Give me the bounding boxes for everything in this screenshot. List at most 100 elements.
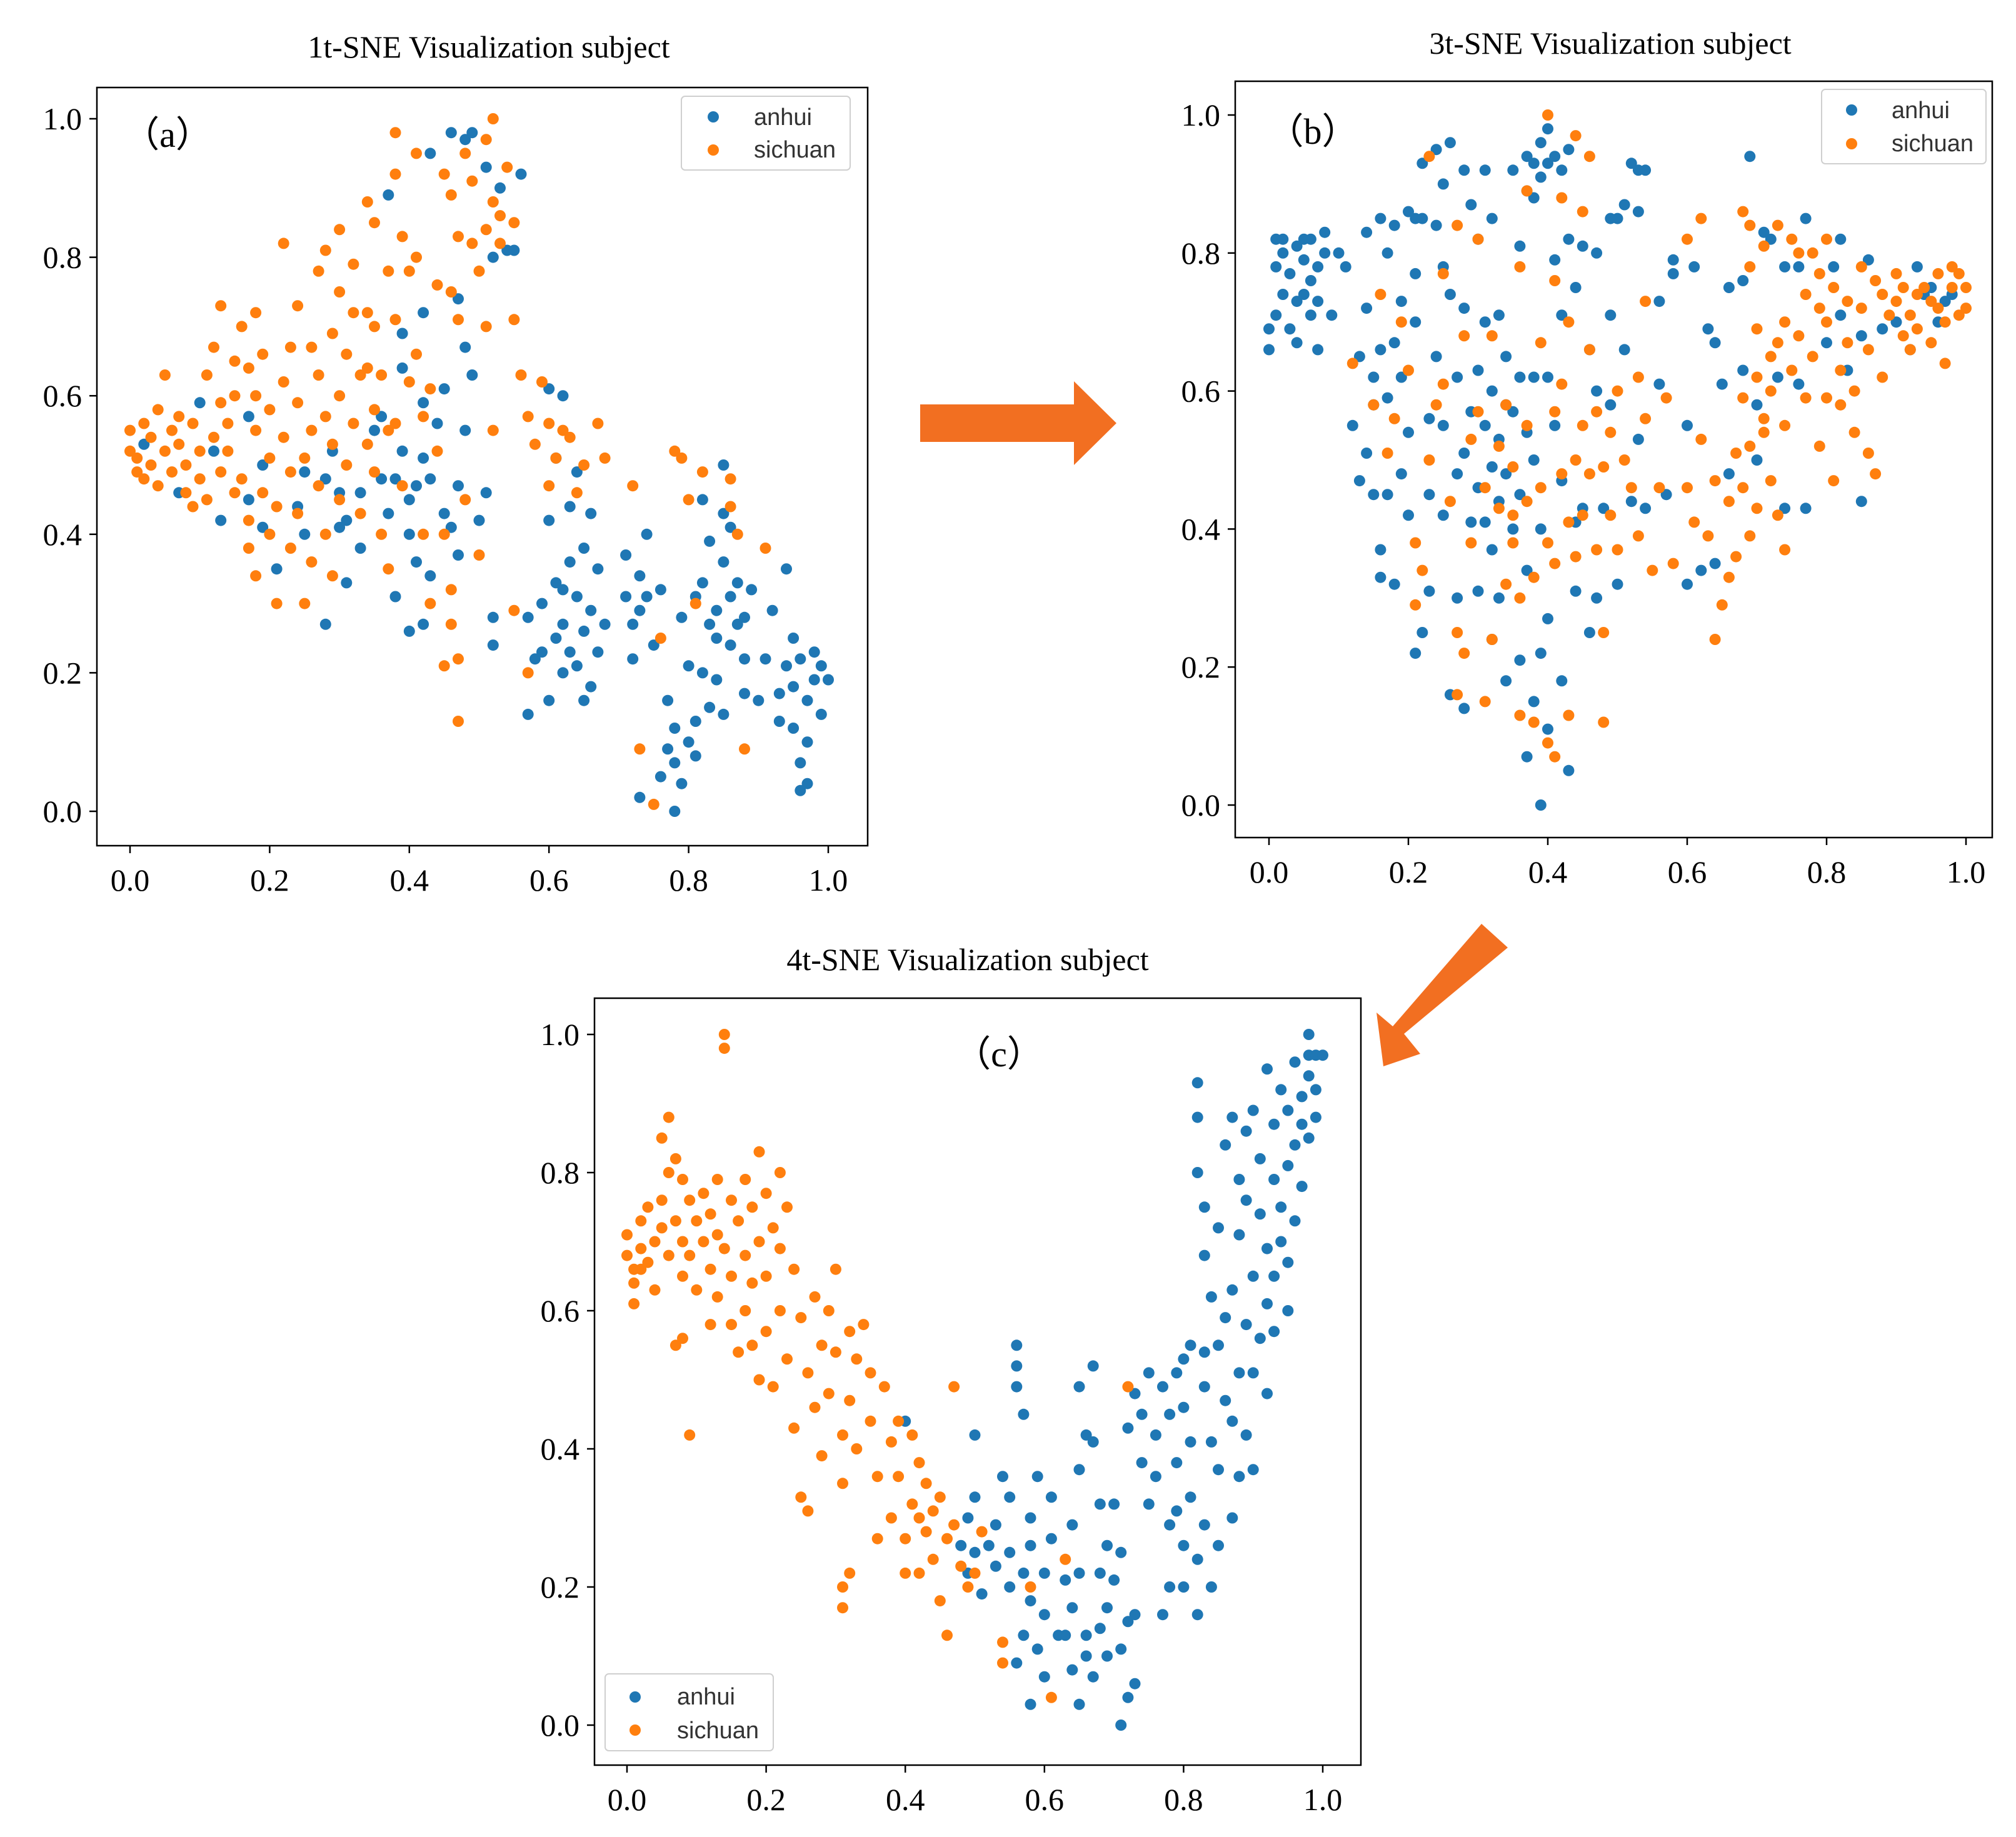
panel-b-point-anhui bbox=[1779, 503, 1791, 514]
panel-a-legend-label-sichuan: sichuan bbox=[754, 137, 836, 163]
panel-a-title: 1t-SNE Visualization subject bbox=[308, 29, 669, 64]
panel-a-point-anhui bbox=[620, 591, 632, 603]
panel-a-point-anhui bbox=[445, 127, 457, 139]
panel-a-point-anhui bbox=[773, 716, 785, 727]
panel-a-point-sichuan bbox=[319, 411, 331, 423]
panel-c-point-anhui bbox=[1122, 1422, 1134, 1434]
panel-b-point-anhui bbox=[1640, 503, 1652, 514]
panel-b-point-anhui bbox=[1361, 303, 1373, 314]
panel-a-point-sichuan bbox=[445, 286, 457, 298]
panel-c-point-anhui bbox=[1247, 1104, 1259, 1116]
panel-b-point-sichuan bbox=[1542, 537, 1553, 549]
panel-a-point-sichuan bbox=[508, 604, 520, 616]
panel-b-point-sichuan bbox=[1647, 564, 1658, 576]
panel-a-ytick-label: 0.6 bbox=[43, 378, 83, 413]
panel-c-point-sichuan bbox=[718, 1029, 730, 1040]
panel-a-legend-label-anhui: anhui bbox=[754, 104, 812, 131]
panel-b-point-sichuan bbox=[1521, 185, 1533, 197]
panel-a-point-anhui bbox=[403, 528, 415, 540]
panel-b-point-sichuan bbox=[1472, 233, 1484, 245]
panel-b-point-sichuan bbox=[1877, 371, 1888, 383]
panel-b-point-anhui bbox=[1542, 158, 1553, 169]
panel-c-point-anhui bbox=[1198, 1201, 1210, 1213]
panel-b-point-sichuan bbox=[1388, 413, 1400, 424]
panel-b-point-sichuan bbox=[1556, 468, 1568, 480]
panel-b-point-anhui bbox=[1612, 578, 1623, 590]
panel-b-point-sichuan bbox=[1535, 337, 1547, 349]
panel-b-point-anhui bbox=[1403, 426, 1414, 438]
panel-b-point-anhui bbox=[1465, 516, 1477, 528]
panel-b-point-sichuan bbox=[1842, 296, 1853, 308]
panel-b-point-sichuan bbox=[1897, 282, 1909, 293]
panel-c-point-anhui bbox=[1171, 1457, 1183, 1469]
panel-c-point-sichuan bbox=[774, 1167, 786, 1178]
panel-b-point-sichuan bbox=[1535, 482, 1547, 494]
panel-c-point-sichuan bbox=[802, 1505, 814, 1517]
panel-a-point-sichuan bbox=[473, 549, 485, 561]
panel-b-point-anhui bbox=[1486, 461, 1498, 473]
panel-c-point-anhui bbox=[1066, 1519, 1078, 1531]
panel-c-point-anhui bbox=[1178, 1539, 1190, 1551]
panel-a-ytick-label: 1.0 bbox=[43, 101, 83, 136]
panel-b-point-sichuan bbox=[1709, 634, 1721, 645]
panel-c-point-sichuan bbox=[878, 1381, 890, 1393]
panel-a-point-sichuan bbox=[557, 424, 569, 436]
panel-c-point-sichuan bbox=[726, 1194, 737, 1206]
panel-c-point-anhui bbox=[1191, 1111, 1203, 1123]
panel-a: 1t-SNE Visualization subject 0.0 0.2 0.4 0.… bbox=[43, 29, 869, 898]
panel-b-point-anhui bbox=[1821, 337, 1832, 349]
panel-a-point-sichuan bbox=[284, 466, 296, 478]
panel-a-point-anhui bbox=[801, 778, 813, 789]
panel-a-point-anhui bbox=[578, 625, 590, 637]
panel-a-point-anhui bbox=[376, 473, 388, 485]
panel-c-point-sichuan bbox=[746, 1201, 758, 1213]
panel-b-point-anhui bbox=[1549, 254, 1561, 266]
panel-b-point-sichuan bbox=[1772, 509, 1783, 521]
panel-a-point-anhui bbox=[354, 543, 366, 554]
panel-b-point-sichuan bbox=[1813, 268, 1825, 279]
panel-a-point-sichuan bbox=[361, 362, 373, 374]
panel-c-point-anhui bbox=[1303, 1132, 1315, 1144]
panel-b-point-sichuan bbox=[1779, 544, 1791, 556]
panel-b-point-anhui bbox=[1632, 206, 1644, 218]
panel-c-point-anhui bbox=[1011, 1360, 1023, 1372]
panel-a-point-sichuan bbox=[131, 466, 143, 478]
panel-a-point-sichuan bbox=[145, 459, 157, 471]
panel-c-point-anhui bbox=[1164, 1519, 1176, 1531]
panel-c-point-sichuan bbox=[649, 1236, 661, 1248]
panel-c-point-anhui bbox=[1247, 1367, 1259, 1379]
panel-c-point-sichuan bbox=[767, 1381, 779, 1393]
panel-c-point-sichuan bbox=[684, 1429, 696, 1441]
panel-a-point-anhui bbox=[711, 674, 723, 686]
panel-c-point-sichuan bbox=[893, 1415, 905, 1427]
panel-b-point-sichuan bbox=[1890, 296, 1902, 308]
panel-c-ytick-label: 0.2 bbox=[541, 1569, 580, 1604]
panel-a-point-anhui bbox=[766, 604, 778, 616]
panel-a-point-anhui bbox=[704, 701, 716, 713]
panel-b-point-sichuan bbox=[1758, 426, 1770, 438]
panel-a-point-sichuan bbox=[201, 369, 213, 381]
panel-b-point-sichuan bbox=[1772, 337, 1783, 349]
panel-a-point-sichuan bbox=[438, 168, 450, 180]
panel-c-point-anhui bbox=[1066, 1664, 1078, 1676]
panel-b-point-sichuan bbox=[1793, 330, 1805, 342]
panel-b-point-anhui bbox=[1312, 344, 1324, 356]
panel-c-xtick-label: 0.2 bbox=[746, 1782, 786, 1817]
panel-c-point-sichuan bbox=[718, 1243, 730, 1254]
panel-b-point-anhui bbox=[1939, 296, 1951, 308]
panel-a-point-sichuan bbox=[494, 238, 506, 249]
panel-c-point-anhui bbox=[1011, 1339, 1023, 1351]
panel-b-point-anhui bbox=[1535, 523, 1547, 535]
panel-c-point-sichuan bbox=[865, 1367, 876, 1379]
panel-b-point-sichuan bbox=[1542, 737, 1553, 749]
panel-a-point-anhui bbox=[669, 723, 681, 734]
panel-a-point-sichuan bbox=[152, 480, 164, 492]
panel-c-point-anhui bbox=[1018, 1408, 1030, 1420]
panel-a-point-sichuan bbox=[313, 369, 324, 381]
panel-b-point-anhui bbox=[1375, 344, 1387, 356]
panel-a-xtick-label: 0.2 bbox=[250, 863, 289, 898]
panel-b-point-sichuan bbox=[1486, 634, 1498, 645]
panel-c-point-anhui bbox=[1171, 1505, 1183, 1517]
panel-a-point-sichuan bbox=[278, 238, 289, 249]
